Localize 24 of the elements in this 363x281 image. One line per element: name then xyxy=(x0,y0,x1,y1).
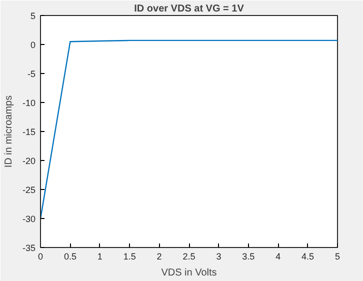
x-tick-label: 1 xyxy=(97,252,102,262)
y-tick-label: -20 xyxy=(22,156,36,166)
y-tick-label: -5 xyxy=(28,69,36,79)
y-tick-label: -35 xyxy=(22,243,36,253)
x-tick-label: 2 xyxy=(156,252,162,262)
y-tick-label: 0 xyxy=(30,40,36,50)
y-tick-label: 5 xyxy=(30,11,36,21)
x-tick-label: 3 xyxy=(216,252,222,262)
x-tick-label: 0.5 xyxy=(64,252,76,262)
x-tick-label: 5 xyxy=(334,252,340,262)
y-tick-label: -25 xyxy=(22,185,36,195)
x-tick-label: 4.5 xyxy=(302,252,314,262)
line-series xyxy=(40,40,338,220)
x-tick-label: 1.5 xyxy=(123,252,136,262)
chart-title: ID over VDS at VG = 1V xyxy=(134,4,244,14)
y-axis-title: ID in microamps xyxy=(3,95,14,168)
x-axis-title: VDS in Volts xyxy=(161,268,217,278)
y-tick-label: -15 xyxy=(22,127,36,137)
x-tick-label: 3.5 xyxy=(242,252,255,262)
y-tick-label: -10 xyxy=(22,98,36,108)
x-tick-label: 4 xyxy=(276,252,281,262)
y-tick-label: -30 xyxy=(22,214,36,224)
x-tick-label: 0 xyxy=(38,252,44,262)
x-tick-label: 2.5 xyxy=(182,252,196,262)
